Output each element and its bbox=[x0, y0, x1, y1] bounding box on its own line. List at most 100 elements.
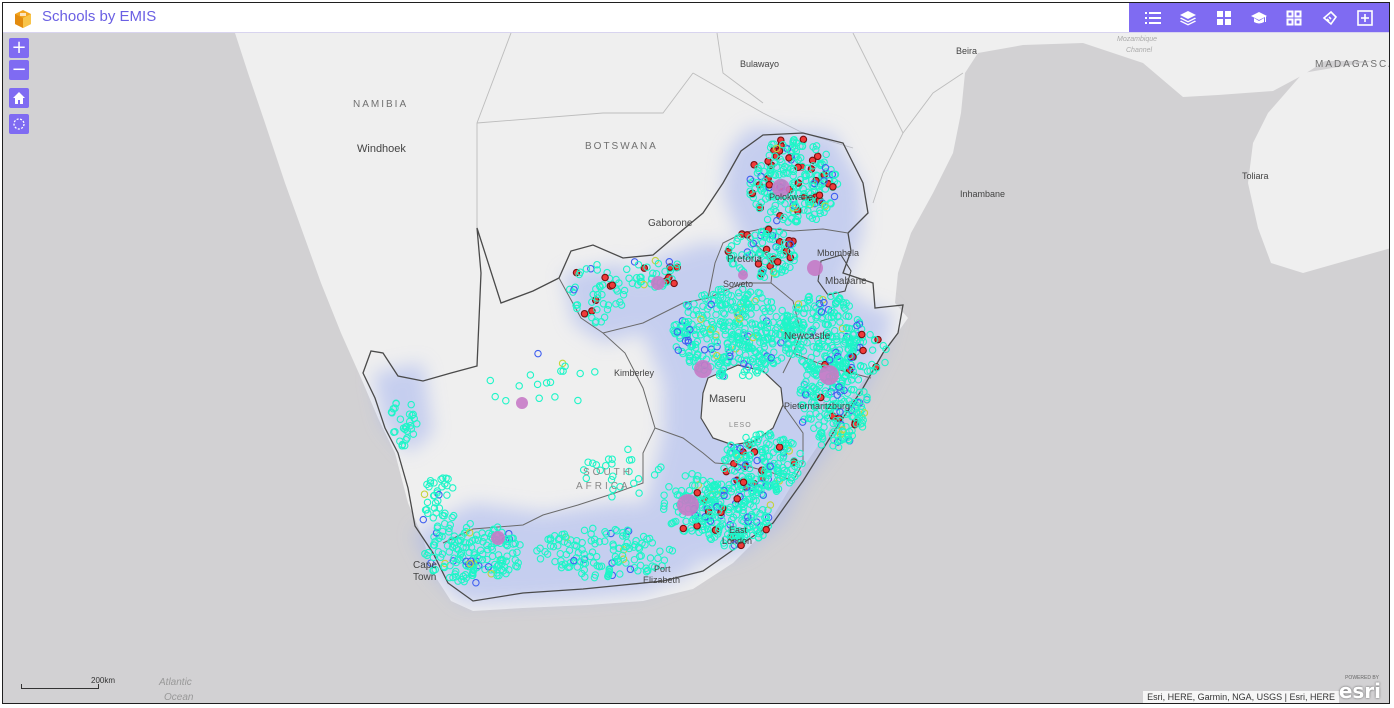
school-point[interactable] bbox=[596, 466, 605, 475]
school-point[interactable] bbox=[543, 550, 552, 558]
school-point[interactable] bbox=[630, 555, 639, 564]
school-point[interactable] bbox=[820, 298, 828, 307]
school-point[interactable] bbox=[813, 343, 821, 352]
school-point[interactable] bbox=[702, 514, 711, 523]
esri-logo[interactable]: POWERED BY esri bbox=[1339, 675, 1387, 703]
school-point[interactable] bbox=[839, 427, 847, 436]
school-point[interactable] bbox=[765, 429, 774, 438]
school-point[interactable] bbox=[759, 184, 768, 193]
school-point[interactable] bbox=[665, 258, 674, 266]
school-point[interactable] bbox=[783, 145, 792, 153]
school-point[interactable] bbox=[797, 326, 806, 334]
school-point[interactable] bbox=[632, 274, 641, 282]
school-point[interactable] bbox=[700, 291, 709, 299]
school-point[interactable] bbox=[599, 300, 608, 308]
school-point[interactable] bbox=[745, 464, 754, 473]
school-point[interactable] bbox=[629, 479, 638, 488]
school-point[interactable] bbox=[804, 207, 812, 215]
school-point[interactable] bbox=[776, 453, 784, 462]
school-point[interactable] bbox=[752, 303, 761, 312]
school-point[interactable] bbox=[588, 548, 597, 556]
school-point[interactable] bbox=[440, 519, 449, 528]
school-point[interactable] bbox=[694, 351, 702, 359]
school-point[interactable] bbox=[602, 530, 611, 538]
school-point[interactable] bbox=[735, 348, 744, 357]
school-point[interactable] bbox=[717, 285, 725, 294]
school-point[interactable] bbox=[727, 466, 736, 474]
school-point[interactable] bbox=[724, 454, 732, 462]
school-point[interactable] bbox=[448, 513, 456, 522]
school-point[interactable] bbox=[754, 529, 762, 538]
school-point[interactable] bbox=[814, 339, 823, 348]
school-point[interactable] bbox=[580, 309, 589, 318]
school-point[interactable] bbox=[685, 352, 693, 360]
school-point[interactable] bbox=[580, 566, 589, 574]
school-point[interactable] bbox=[709, 290, 718, 299]
school-point[interactable] bbox=[618, 551, 627, 560]
school-point[interactable] bbox=[578, 545, 586, 554]
school-point[interactable] bbox=[812, 313, 820, 322]
school-point[interactable] bbox=[609, 485, 617, 494]
school-point[interactable] bbox=[734, 328, 743, 337]
school-point[interactable] bbox=[593, 260, 601, 269]
school-point[interactable] bbox=[622, 559, 630, 567]
school-point[interactable] bbox=[403, 427, 412, 435]
school-point[interactable] bbox=[581, 554, 589, 563]
school-point[interactable] bbox=[549, 542, 558, 551]
school-point[interactable] bbox=[759, 336, 768, 345]
school-point[interactable] bbox=[423, 498, 432, 507]
school-point[interactable] bbox=[745, 438, 753, 446]
school-point[interactable] bbox=[699, 476, 707, 485]
school-point[interactable] bbox=[798, 142, 806, 150]
school-point[interactable] bbox=[713, 503, 721, 511]
school-point[interactable] bbox=[720, 310, 729, 318]
school-point[interactable] bbox=[402, 435, 410, 444]
school-point[interactable] bbox=[693, 488, 702, 497]
school-point[interactable] bbox=[866, 330, 874, 339]
school-point[interactable] bbox=[794, 350, 803, 358]
school-point[interactable] bbox=[623, 526, 632, 534]
school-point[interactable] bbox=[782, 240, 790, 249]
school-point[interactable] bbox=[721, 318, 729, 326]
school-point[interactable] bbox=[619, 290, 628, 299]
school-point[interactable] bbox=[860, 409, 869, 417]
school-point[interactable] bbox=[756, 289, 764, 297]
school-point[interactable] bbox=[779, 454, 787, 462]
school-point[interactable] bbox=[835, 294, 844, 302]
school-point[interactable] bbox=[821, 164, 830, 172]
school-point[interactable] bbox=[615, 279, 623, 287]
school-point[interactable] bbox=[809, 182, 818, 191]
school-point[interactable] bbox=[439, 474, 447, 482]
school-point[interactable] bbox=[749, 439, 757, 447]
school-point[interactable] bbox=[483, 555, 491, 564]
school-point[interactable] bbox=[697, 315, 705, 323]
school-point[interactable] bbox=[812, 215, 821, 224]
school-point[interactable] bbox=[475, 554, 483, 563]
school-point[interactable] bbox=[837, 395, 846, 403]
school-point[interactable] bbox=[730, 478, 738, 487]
school-point[interactable] bbox=[730, 459, 738, 468]
school-point[interactable] bbox=[749, 354, 757, 363]
school-point[interactable] bbox=[838, 377, 847, 385]
school-point[interactable] bbox=[858, 330, 866, 339]
school-point[interactable] bbox=[396, 415, 405, 423]
school-point[interactable] bbox=[853, 321, 861, 330]
school-point[interactable] bbox=[761, 444, 770, 452]
school-point[interactable] bbox=[534, 349, 542, 358]
school-point[interactable] bbox=[787, 214, 796, 223]
school-point[interactable] bbox=[657, 463, 665, 471]
school-point[interactable] bbox=[660, 502, 668, 510]
school-point[interactable] bbox=[682, 517, 690, 526]
school-point[interactable] bbox=[799, 309, 808, 317]
school-point[interactable] bbox=[446, 561, 454, 570]
school-point[interactable] bbox=[582, 265, 591, 273]
school-point[interactable] bbox=[435, 491, 443, 499]
school-point[interactable] bbox=[616, 483, 624, 491]
school-point[interactable] bbox=[462, 527, 470, 536]
school-point[interactable] bbox=[737, 299, 745, 308]
zoom-in-button[interactable]: + bbox=[9, 38, 29, 58]
school-point[interactable] bbox=[780, 213, 788, 222]
school-point[interactable] bbox=[828, 170, 837, 179]
school-point[interactable] bbox=[825, 356, 834, 364]
school-point[interactable] bbox=[764, 471, 773, 480]
